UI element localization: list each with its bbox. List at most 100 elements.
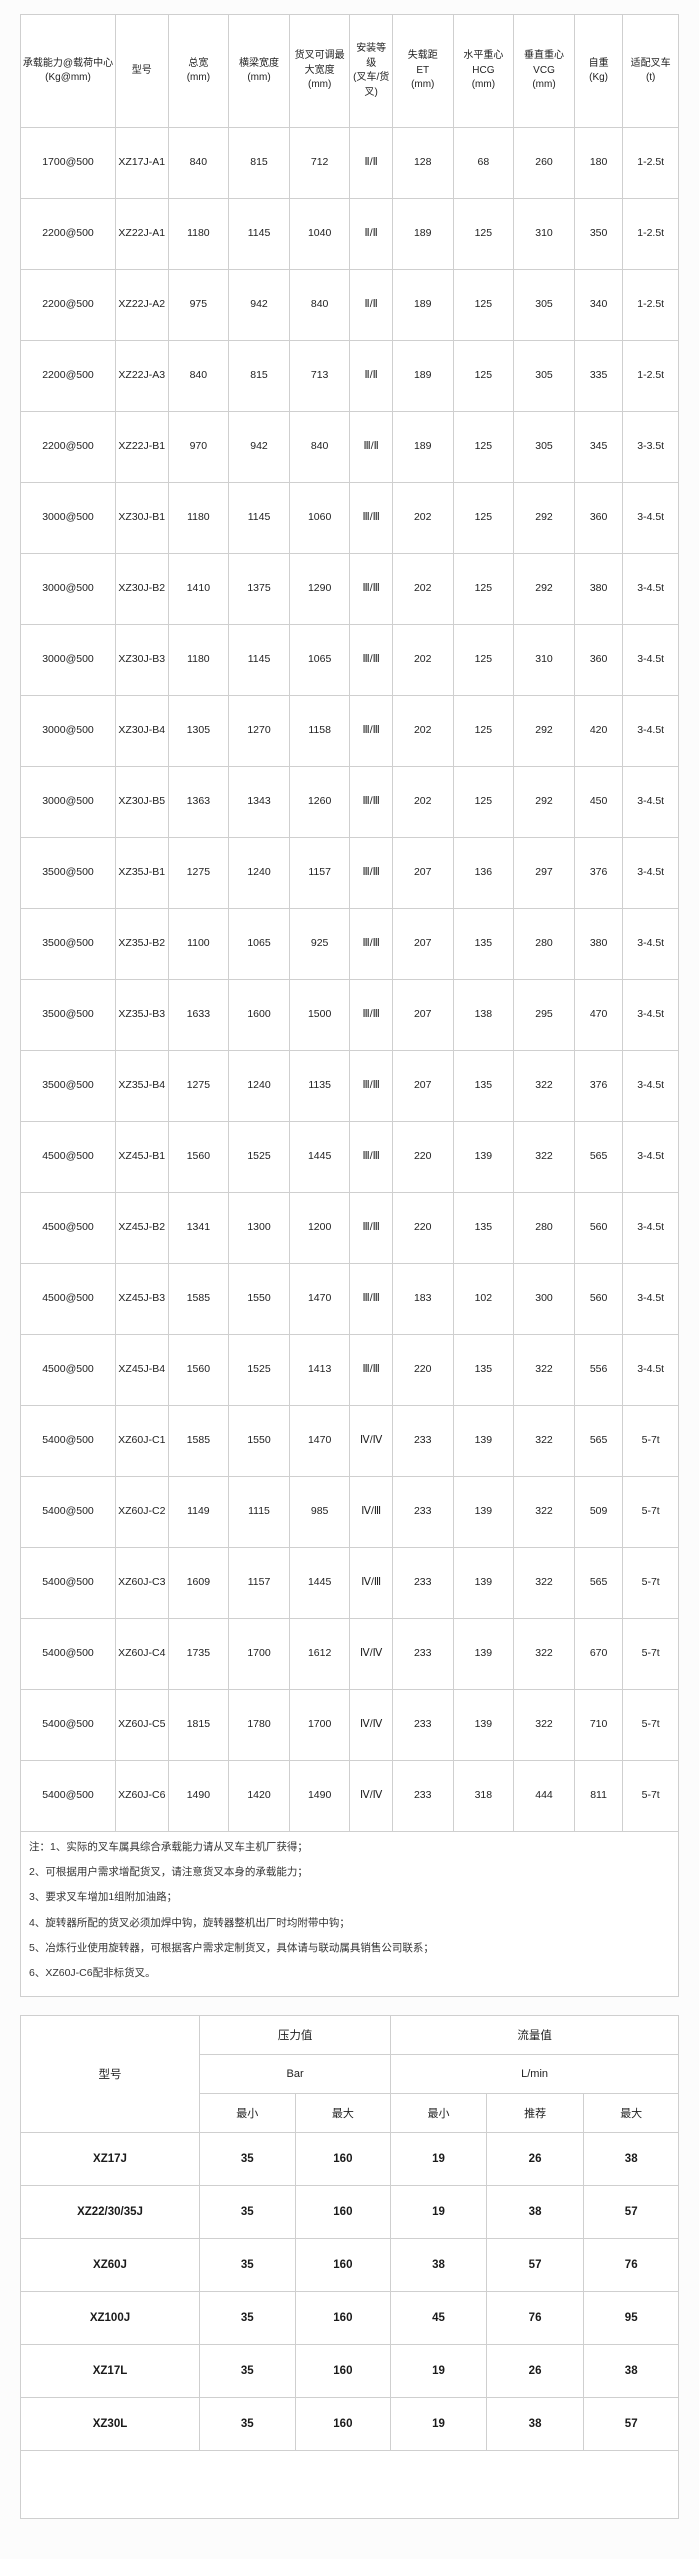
spec-col-header-unit: (Kg@mm): [45, 72, 91, 83]
table-row: 3000@500 XZ30J-B4 1305 1270 1158 Ⅲ/Ⅲ 202 125 292…: [20, 695, 679, 767]
note-line-3: 3、要求叉车增加1组附加油路；: [29, 1891, 178, 1904]
spec-cell: Ⅱ/Ⅱ: [349, 269, 393, 341]
spec-cell: 840: [288, 269, 351, 341]
hydraulic-value-cell: 38: [583, 2132, 679, 2187]
spec-cell: 1560: [167, 1121, 230, 1193]
spec-cell: 322: [513, 1050, 575, 1122]
spec-cell: 3-4.5t: [622, 695, 679, 767]
spec-cell: 305: [513, 411, 575, 483]
spec-col-header-6: 失载距 ET (mm): [391, 14, 454, 128]
hydraulic-header-row-2: Bar L/min: [21, 2054, 679, 2095]
spec-model-cell: XZ30J-B2: [115, 553, 169, 625]
spec-cell: 139: [452, 1405, 515, 1477]
spec-cell: Ⅲ/Ⅲ: [349, 979, 393, 1051]
spec-cell: 189: [391, 198, 454, 270]
spec-cell: 139: [452, 1476, 515, 1548]
table-row: 3500@500 XZ35J-B4 1275 1240 1135 Ⅲ/Ⅲ 207 135 322…: [20, 1050, 679, 1122]
table-footer-spacer: [20, 2451, 679, 2520]
spec-cell: 5-7t: [622, 1547, 679, 1619]
spec-cell: 102: [452, 1263, 515, 1335]
spec-col-header-unit2: (mm): [411, 79, 435, 91]
spec-cell: 4500@500: [20, 1192, 116, 1264]
spec-cell: 1290: [288, 553, 351, 625]
spec-cell: 3-4.5t: [622, 837, 679, 909]
hydraulic-group-header-0: 压力值: [198, 2015, 392, 2056]
spec-cell: 1300: [228, 1192, 290, 1264]
spec-cell: 1700: [288, 1689, 351, 1761]
spec-cell: 1560: [167, 1334, 230, 1406]
spec-col-header-label: 承载能力@载荷中心: [22, 57, 114, 69]
spec-cell: Ⅲ/Ⅲ: [349, 837, 393, 909]
spec-cell: 1200: [288, 1192, 351, 1264]
spec-cell: 380: [573, 908, 624, 980]
spec-cell: 1060: [288, 482, 351, 554]
spec-cell: 4500@500: [20, 1121, 116, 1193]
spec-cell: 125: [452, 624, 515, 696]
spec-cell: 139: [452, 1618, 515, 1690]
spec-model-cell: XZ45J-B2: [115, 1192, 169, 1264]
spec-cell: 2200@500: [20, 269, 116, 341]
spec-cell: Ⅱ/Ⅱ: [349, 198, 393, 270]
spec-cell: 125: [452, 411, 515, 483]
spec-cell: 207: [391, 1050, 454, 1122]
spec-cell: 1410: [167, 553, 230, 625]
spec-model-cell: XZ30J-B5: [115, 766, 169, 838]
spec-model-cell: XZ35J-B1: [115, 837, 169, 909]
spec-cell: 297: [513, 837, 575, 909]
spec-cell: 5-7t: [622, 1618, 679, 1690]
spec-cell: 345: [573, 411, 624, 483]
spec-cell: 1585: [167, 1405, 230, 1477]
spec-col-header-9: 自重 (Kg): [573, 14, 624, 128]
spec-cell: 322: [513, 1121, 575, 1193]
spec-col-header-5: 安装等级 (叉车/货叉): [349, 14, 393, 128]
spec-cell: 340: [573, 269, 624, 341]
spec-cell: Ⅳ/Ⅳ: [349, 1760, 393, 1832]
spec-cell: 3000@500: [20, 624, 116, 696]
spec-col-header-unit: HCG: [472, 64, 495, 76]
hydraulic-value-cell: 26: [485, 2344, 585, 2399]
spec-cell: Ⅲ/Ⅱ: [349, 411, 393, 483]
table-row: 4500@500 XZ45J-B4 1560 1525 1413 Ⅲ/Ⅲ 220 135 322…: [20, 1334, 679, 1406]
spec-model-cell: XZ60J-C1: [115, 1405, 169, 1477]
spec-cell: 322: [513, 1476, 575, 1548]
spec-cell: 3-4.5t: [622, 1121, 679, 1193]
hydraulic-value-cell: 35: [198, 2397, 296, 2452]
hydraulic-group-unit-1: L/min: [390, 2054, 679, 2095]
spec-cell: 125: [452, 340, 515, 412]
spec-cell: 202: [391, 553, 454, 625]
spec-col-header-label: 安装等级: [356, 43, 387, 69]
spec-cell: 1609: [167, 1547, 230, 1619]
note-line-1: 注：1、实际的叉车属具综合承载能力请从叉车主机厂获得；: [29, 1841, 308, 1853]
table-row: 5400@500 XZ60J-C6 1490 1420 1490 Ⅳ/Ⅳ 233 318 444…: [20, 1760, 679, 1832]
spec-model-cell: XZ45J-B3: [115, 1263, 169, 1335]
spec-cell: 1525: [228, 1334, 290, 1406]
table-row: 5400@500 XZ60J-C2 1149 1115 985 Ⅳ/Ⅲ 233 139 322 5…: [20, 1476, 679, 1548]
spec-model-cell: XZ35J-B3: [115, 979, 169, 1051]
table-row: XZ100J 35 160 45 76 95: [20, 2291, 679, 2346]
spec-cell: 840: [167, 127, 230, 199]
hydraulic-value-cell: 76: [485, 2291, 585, 2346]
hydraulic-value-cell: 19: [390, 2344, 487, 2399]
spec-cell: 3500@500: [20, 979, 116, 1051]
spec-cell: 5-7t: [622, 1476, 679, 1548]
note-line-2: 2、可根据用户需求增配货叉，请注意货叉本身的承载能力；: [29, 1866, 308, 1879]
spec-cell: 3000@500: [20, 695, 116, 767]
table-row: 3500@500 XZ35J-B2 1100 1065 925 Ⅲ/Ⅲ 207 135 280 3…: [20, 908, 679, 980]
table-row: 2200@500 XZ22J-A3 840 815 713 Ⅱ/Ⅱ 189 125 305 335…: [20, 340, 679, 412]
spec-cell: 295: [513, 979, 575, 1051]
spec-cell: 233: [391, 1760, 454, 1832]
spec-cell: 556: [573, 1334, 624, 1406]
spec-cell: 220: [391, 1121, 454, 1193]
spec-cell: 4500@500: [20, 1263, 116, 1335]
hydraulic-model-header: 型号: [20, 2015, 200, 2134]
hydraulic-value-cell: 76: [583, 2238, 679, 2293]
hydraulic-table-body: XZ17J 35 160 19 26 38 XZ22/30/35J 35 160 19 38 57 XZ…: [20, 2132, 679, 2452]
spec-cell: 360: [573, 482, 624, 554]
spec-cell: 560: [573, 1192, 624, 1264]
hydraulic-sub-header-3: 推荐: [485, 2093, 585, 2134]
table-row: XZ60J 35 160 38 57 76: [20, 2238, 679, 2293]
spec-cell: 322: [513, 1405, 575, 1477]
hydraulic-value-cell: 57: [583, 2397, 679, 2452]
spec-col-header-label: 自重: [588, 57, 609, 69]
hydraulic-value-cell: 38: [583, 2344, 679, 2399]
